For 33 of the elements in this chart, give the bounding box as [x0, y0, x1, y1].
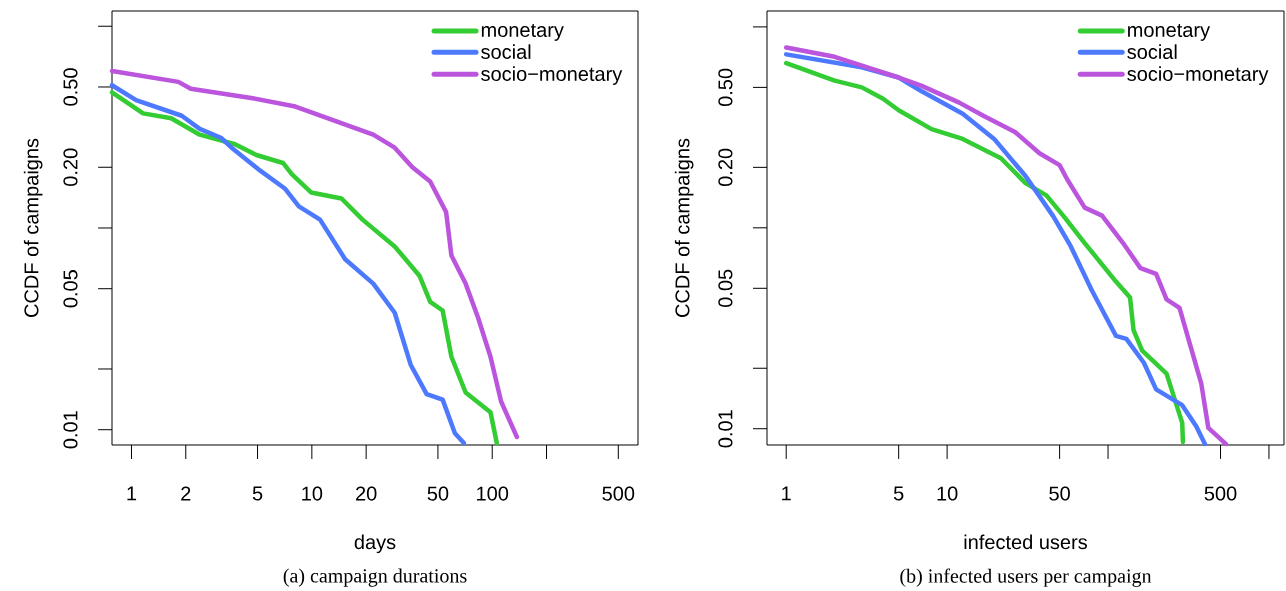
- legend-label: monetary: [1128, 23, 1211, 41]
- y-tick-label: 0.20: [63, 148, 78, 186]
- legend-label: social: [481, 44, 531, 59]
- x-tick-label: 50: [1049, 486, 1070, 501]
- x-axis-title: infected users: [964, 534, 1087, 550]
- legend-label: social: [1127, 44, 1177, 59]
- x-tick-label: 20: [356, 486, 377, 501]
- x-tick-label: 10: [302, 486, 323, 501]
- x-tick-label: 2: [181, 486, 191, 501]
- x-tick-label: 50: [427, 486, 449, 501]
- x-axis-title: days: [354, 534, 396, 554]
- x-tick-label: 10: [937, 486, 958, 501]
- x-tick-label: 500: [1204, 486, 1237, 501]
- legend-label: monetary: [481, 23, 564, 41]
- legend-label: socio−monetary: [1127, 66, 1269, 85]
- y-tick-label: 0.50: [718, 68, 733, 107]
- x-tick-label: 1: [782, 486, 791, 501]
- y-tick-label: 0.20: [718, 148, 733, 187]
- y-tick-label: 0.05: [718, 269, 733, 307]
- x-tick-label: 1: [127, 486, 137, 501]
- x-tick-label: 5: [252, 486, 263, 501]
- y-axis-title: CCDF of campaigns: [674, 138, 694, 317]
- y-tick-label: 0.05: [63, 270, 78, 308]
- y-tick-label: 0.01: [63, 411, 78, 449]
- text: (b) infected users per campaign: [900, 568, 1152, 587]
- y-tick-label: 0.50: [63, 68, 78, 106]
- legend-label: socio−monetary: [481, 66, 623, 85]
- text: (a) campaign durations: [283, 568, 467, 587]
- x-tick-label: 5: [893, 486, 904, 501]
- y-axis-title: CCDF of campaigns: [23, 138, 43, 318]
- x-tick-label: 500: [602, 486, 635, 501]
- y-tick-label: 0.01: [718, 410, 733, 448]
- x-tick-label: 100: [477, 486, 509, 501]
